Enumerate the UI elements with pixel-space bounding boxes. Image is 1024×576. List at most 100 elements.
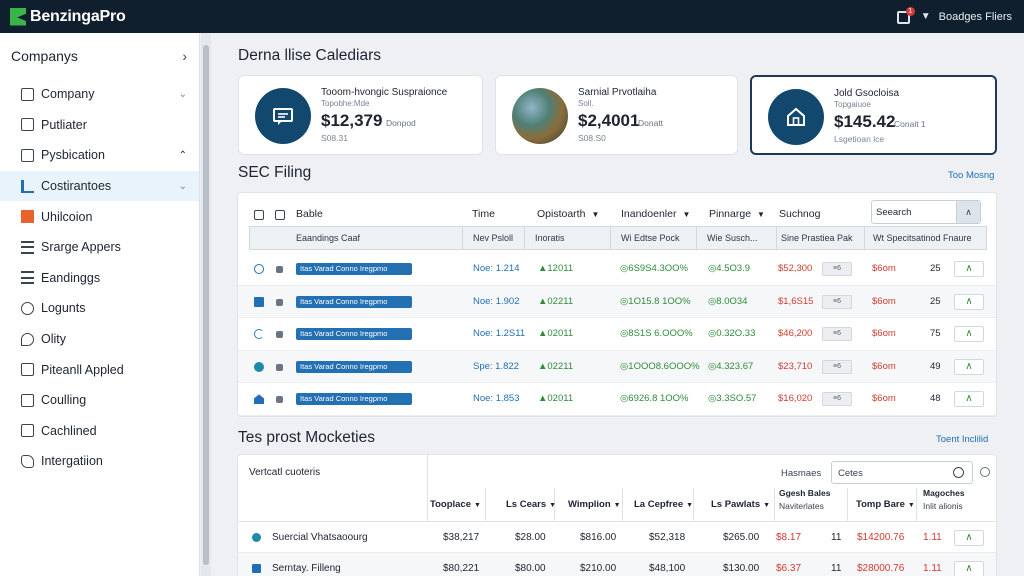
chevron-down-icon: ▼ [474, 502, 481, 509]
document-icon [21, 393, 34, 407]
chevron-down-icon: ▼ [686, 502, 694, 509]
expand-button[interactable]: ∧ [954, 561, 984, 576]
cell-count: 25 [930, 295, 941, 307]
sidebar-item-coulling[interactable]: Coulling [0, 385, 199, 416]
filing-tag[interactable]: Itas Varad Conno Iregpmo [296, 360, 412, 373]
column-header[interactable]: Suchnog [779, 208, 821, 220]
filing-tag[interactable]: Itas Varad Conno Iregpmo [296, 295, 412, 308]
expand-button[interactable]: ∧ [954, 261, 984, 277]
column-header-label: Inandoenler [621, 208, 677, 220]
card-tag: Donpod [386, 118, 416, 128]
table-row[interactable]: Suercial Vhatsaoourg $38,217 $28.00 $816… [238, 522, 996, 553]
sidebar-item-piteanll-appled[interactable]: Piteanll Appled [0, 354, 199, 385]
sidebar-scrollbar[interactable] [201, 33, 211, 576]
column-header[interactable]: Ggesh Bales [779, 488, 831, 498]
sidebar-item-uhilcoion[interactable]: Uhilcoion [0, 201, 199, 232]
benzinga-logo-icon [10, 7, 26, 26]
calendar-card-selected[interactable]: Jold Gsocloisa Topgaiuoe $145.42 Conait … [750, 75, 997, 155]
row-checkbox[interactable] [275, 210, 285, 220]
chevron-down-icon: ▼ [591, 210, 600, 219]
filing-tag[interactable]: Itas Varad Conno Iregpmo [296, 328, 412, 341]
card-footnote: S08.S0 [578, 133, 606, 143]
calendar-title: Derna llise Calediars [238, 47, 382, 64]
column-header-label: Opistoarth [537, 208, 586, 220]
sidebar-item-intergatiion[interactable]: Intergatiion [0, 446, 199, 477]
column-header[interactable]: Wimplion ▼ [568, 499, 621, 510]
cell-opt: ▲12011 [538, 263, 574, 274]
chevron-up-icon[interactable]: ∧ [956, 201, 980, 223]
sidebar-header[interactable]: Companys › [0, 33, 199, 79]
cell-value: $6om [872, 328, 896, 340]
table-row[interactable]: Serntay. Filleng $80,221 $80.00 $210.00 … [238, 553, 996, 576]
cell-sd: $1,6S15 [778, 295, 814, 307]
column-header[interactable]: Tomp Bare ▼ [856, 499, 915, 510]
column-header[interactable]: Ls Pawlats ▼ [711, 499, 770, 510]
column-header[interactable]: Opistoarth ▼ [537, 208, 599, 220]
calendar-card[interactable]: Sarnial Prvotlaiha Soll. $2,4001 Donatt … [495, 75, 738, 155]
column-header[interactable]: Inandoenler ▼ [621, 208, 690, 220]
row-menu-button[interactable]: ≡6 [822, 392, 852, 407]
column-header[interactable]: Pinnarge ▼ [709, 208, 765, 220]
radio-option[interactable] [980, 467, 990, 477]
column-header[interactable]: Magoches [923, 488, 965, 498]
sec-filing-link[interactable]: Too Mosng [948, 170, 995, 181]
brand-logo[interactable]: BenzingaPro [10, 7, 126, 26]
sidebar-scrollbar-thumb[interactable] [203, 45, 209, 565]
column-header[interactable]: Time [472, 208, 495, 220]
sec-filing-title: SEC Filing [238, 164, 312, 181]
column-header[interactable]: Tooplace ▼ [430, 499, 481, 510]
expand-button[interactable]: ∧ [954, 391, 984, 408]
card-price: $12,379 [321, 111, 383, 130]
chevron-down-icon[interactable]: ▼ [920, 11, 931, 22]
table-row[interactable]: Itas Varad Conno Iregpmo Noe: 1.853 ▲020… [238, 383, 996, 416]
sidebar-item-olity[interactable]: Olity [0, 324, 199, 355]
row-status-icon [276, 266, 283, 273]
sidebar-item-company[interactable]: Company ⌄ [0, 79, 199, 110]
sidebar-item-cachlined[interactable]: Cachlined [0, 416, 199, 447]
chevron-down-icon: ▼ [907, 502, 915, 509]
row-menu-button[interactable]: ≡6 [822, 359, 852, 374]
card-name: Tooom-hvongic Suspraionce [321, 87, 448, 98]
row-menu-button[interactable]: ≡6 [822, 327, 852, 342]
table-row[interactable]: Itas Varad Conno Iregpmo Noe: 1.214 ▲120… [238, 253, 996, 286]
expand-button[interactable]: ∧ [954, 293, 984, 310]
sidebar-item-label: Piteanll Appled [41, 362, 124, 377]
row-status-icon [276, 298, 283, 306]
row-menu-button[interactable]: ≡6 [822, 294, 852, 309]
movers-link[interactable]: Toent Inclilid [936, 434, 989, 445]
calendar-card[interactable]: Tooom-hvongic Suspraionce Topobhe:Mde $1… [238, 75, 483, 155]
sidebar-item-logunts[interactable]: Logunts [0, 293, 199, 324]
table-row[interactable]: Itas Varad Conno Iregpmo Spe: 1.822 ▲022… [238, 350, 996, 384]
card-footnote: Lsgetioan lce [834, 134, 885, 144]
sidebar-item-eandinggs[interactable]: Eandinggs [0, 263, 199, 294]
notifications-button[interactable]: 1 [895, 6, 915, 26]
sidebar-item-srarge-appers[interactable]: Srarge Appers [0, 232, 199, 263]
expand-button[interactable]: ∧ [954, 530, 984, 546]
movers-filter-label: Vertcatl cuoteris [249, 467, 321, 478]
chevron-down-icon: ▼ [757, 210, 765, 219]
sidebar-item-costirantoes[interactable]: Costirantoes ⌄ [0, 170, 199, 202]
cell-value: $6om [872, 295, 896, 307]
table-row[interactable]: Itas Varad Conno Iregpmo Noe: 1.902 ▲022… [238, 285, 996, 319]
expand-button[interactable]: ∧ [954, 358, 984, 375]
expand-button[interactable]: ∧ [954, 326, 984, 343]
cell-value: $265.00 [723, 532, 760, 543]
sidebar-item-putliater[interactable]: Putliater [0, 110, 199, 141]
user-menu[interactable]: Boadges Fliers [938, 10, 1012, 23]
divider [238, 521, 996, 522]
row-menu-button[interactable]: ≡6 [822, 262, 852, 276]
select-all-checkbox[interactable] [254, 210, 264, 220]
column-header[interactable]: La Cepfree ▼ [634, 499, 693, 510]
movers-filter-input[interactable]: Cetes [831, 461, 973, 484]
filing-tag[interactable]: Itas Varad Conno Iregpmo [296, 263, 412, 275]
ring-icon [254, 264, 264, 274]
cell-count: 48 [930, 393, 941, 405]
circle-icon [21, 301, 34, 315]
table-row[interactable]: Itas Varad Conno Iregpmo Noe: 1.2S11 ▲02… [238, 318, 996, 351]
sidebar-item-pysbication[interactable]: Pysbication ⌃ [0, 140, 199, 171]
column-header[interactable]: Ls Cears ▼ [506, 499, 556, 510]
search-icon[interactable] [953, 467, 964, 478]
filing-tag[interactable]: Itas Varad Conno Iregpmo [296, 393, 412, 406]
column-header[interactable]: Bable [296, 208, 323, 220]
filing-search-input[interactable]: Seearch ∧ [871, 200, 981, 224]
